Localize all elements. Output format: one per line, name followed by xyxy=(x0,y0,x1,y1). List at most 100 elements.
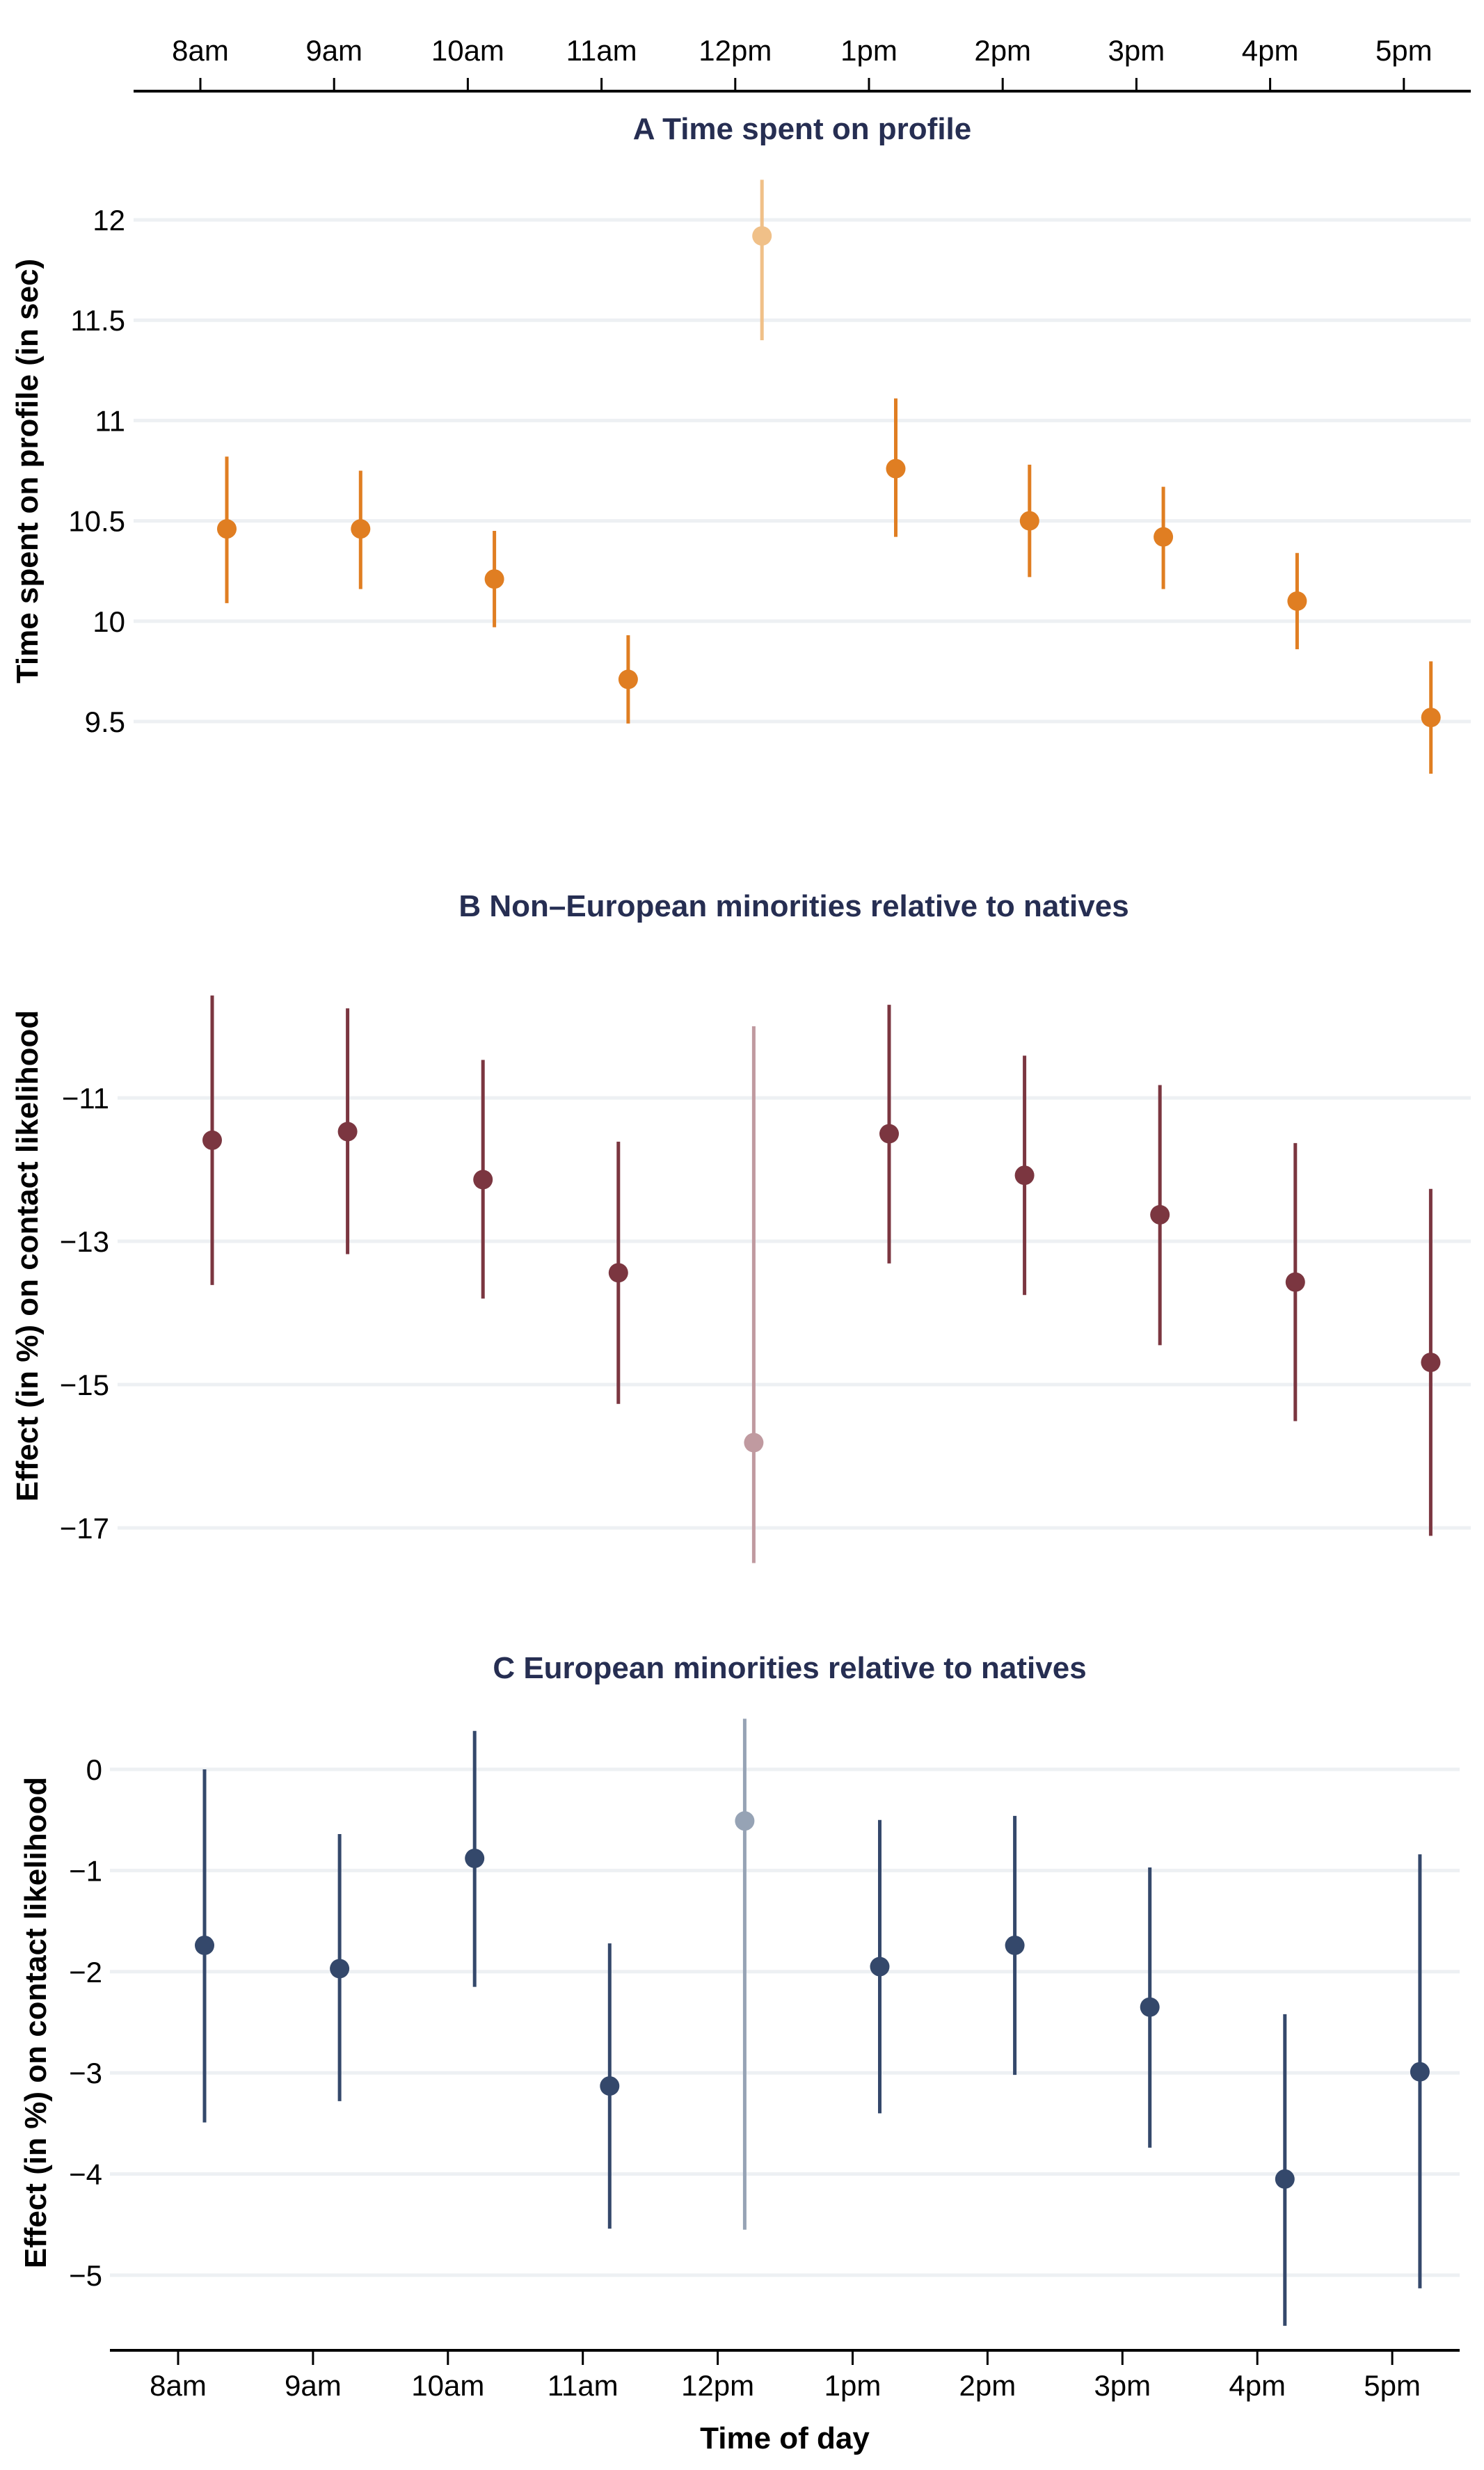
panel-a-point-range-5pm xyxy=(1421,661,1441,774)
top-axis-tick-label: 4pm xyxy=(1242,34,1299,67)
panel-b-y-tick-labels: −17 −15 −13 −11 xyxy=(60,1082,109,1545)
panel-c-estimate-point xyxy=(465,1848,485,1868)
panel-c-point-range-3pm xyxy=(1140,1867,1160,2148)
panel-a-estimate-point xyxy=(886,459,906,479)
panel-c-estimate-point xyxy=(1275,2169,1295,2189)
panel-a-point-range-3pm xyxy=(1154,486,1174,589)
panel-c-estimate-point xyxy=(195,1935,214,1955)
bottom-axis-tick-label: 3pm xyxy=(1094,2369,1151,2402)
panel-b-estimate-point xyxy=(1285,1272,1305,1292)
panel-c-estimate-point xyxy=(600,2076,620,2096)
panel-b-point-range-11am xyxy=(608,1141,628,1404)
panel-c-y-tick-label: −3 xyxy=(69,2057,102,2089)
panel-b-estimate-point xyxy=(1421,1353,1441,1373)
panel-c-gridlines xyxy=(110,1767,1460,2277)
panel-c-y-tick-label: 0 xyxy=(86,1753,102,1786)
panel-a-y-tick-label: 12 xyxy=(93,204,125,237)
top-axis-tick-label: 5pm xyxy=(1375,34,1433,67)
panel-b-estimate-point xyxy=(473,1170,493,1190)
panel-c-y-tick-label: −4 xyxy=(69,2158,102,2191)
panel-c-point-range-5pm xyxy=(1410,1854,1430,2288)
panel-b-point-ranges xyxy=(202,995,1441,1563)
panel-b-estimate-point xyxy=(608,1263,628,1283)
panel-b-estimate-point xyxy=(1014,1165,1035,1186)
bottom-axis-tick-label: 8am xyxy=(150,2369,207,2402)
panel-c-european: C European minorities relative to native… xyxy=(19,1651,1460,2326)
panel-a-estimate-point xyxy=(484,569,504,589)
panel-b-estimate-point xyxy=(337,1122,358,1142)
panel-b-point-range-2pm xyxy=(1014,1055,1035,1296)
bottom-axis-tick-label: 11am xyxy=(548,2369,619,2402)
panel-c-y-tick-label: −1 xyxy=(69,1854,102,1887)
panel-c-estimate-point xyxy=(1410,2062,1430,2082)
panel-b-point-range-12pm xyxy=(744,1026,764,1563)
panel-c-point-ranges xyxy=(195,1719,1430,2326)
panel-a-estimate-point xyxy=(752,226,772,246)
panel-a-estimate-point xyxy=(217,519,237,539)
top-axis-tick-label: 11am xyxy=(566,34,637,67)
top-axis-tick-label: 12pm xyxy=(699,34,772,67)
panel-b-y-tick-label: −13 xyxy=(60,1225,109,1258)
panel-a-y-tick-label: 9.5 xyxy=(85,706,125,738)
bottom-axis-ticks: 8am 9am 10am 11am 12pm 1pm 2pm 3pm 4pm 5pm xyxy=(150,2350,1421,2402)
panel-a-y-tick-label: 10.5 xyxy=(68,505,125,538)
panel-c-estimate-point xyxy=(735,1811,755,1831)
panel-b-point-range-9am xyxy=(337,1008,358,1254)
bottom-axis-tick-label: 5pm xyxy=(1364,2369,1421,2402)
panel-c-point-range-9am xyxy=(330,1834,350,2101)
panel-c-estimate-point xyxy=(1140,1997,1160,2017)
bottom-axis-tick-label: 10am xyxy=(411,2369,484,2402)
panel-c-point-range-11am xyxy=(600,1943,620,2229)
panel-c-title: C European minorities relative to native… xyxy=(493,1651,1086,1685)
top-axis-tick-label: 9am xyxy=(305,34,362,67)
panel-a-point-range-9am xyxy=(351,470,371,589)
panel-a-y-tick-label: 10 xyxy=(93,605,125,638)
panel-c-estimate-point xyxy=(330,1959,350,1979)
panel-b-y-tick-label: −11 xyxy=(62,1082,109,1115)
panel-c-y-tick-labels: −5 −4 −3 −2 −1 0 xyxy=(69,1753,102,2292)
panel-b-gridlines xyxy=(118,1096,1471,1530)
bottom-axis-tick-label: 1pm xyxy=(824,2369,881,2402)
panel-c-y-axis-title: Effect (in %) on contact likelihood xyxy=(19,1777,53,2268)
panel-a-y-tick-labels: 9.5 10 10.5 11 11.5 12 xyxy=(68,204,125,738)
panel-b-point-range-10am xyxy=(473,1060,493,1299)
panel-a-estimate-point xyxy=(351,519,371,539)
panel-c-point-range-1pm xyxy=(870,1819,890,2114)
panel-c-point-range-2pm xyxy=(1005,1815,1025,2075)
panel-c-point-range-4pm xyxy=(1275,2014,1295,2326)
panel-c-y-tick-label: −2 xyxy=(69,1956,102,1989)
panel-b-point-range-4pm xyxy=(1285,1142,1305,1421)
top-axis-tick-label: 3pm xyxy=(1108,34,1165,67)
panel-c-estimate-point xyxy=(870,1957,890,1977)
panel-a-point-range-10am xyxy=(484,531,504,628)
panel-a-y-tick-label: 11.5 xyxy=(70,304,125,337)
panel-b-title: B Non–European minorities relative to na… xyxy=(458,889,1128,923)
panel-a-point-range-12pm xyxy=(752,180,772,341)
panel-b-estimate-point xyxy=(1150,1204,1170,1225)
panel-c-point-range-10am xyxy=(465,1730,485,1987)
bottom-x-axis: 8am 9am 10am 11am 12pm 1pm 2pm 3pm 4pm 5pm Time o… xyxy=(110,2349,1460,2455)
panel-b-point-range-1pm xyxy=(879,1005,899,1264)
panel-c-point-range-12pm xyxy=(735,1719,755,2230)
panel-a-point-range-1pm xyxy=(886,398,906,537)
bottom-axis-tick-label: 12pm xyxy=(681,2369,754,2402)
panel-a-estimate-point xyxy=(1421,708,1441,728)
panel-a-title: A Time spent on profile xyxy=(633,112,972,146)
top-axis-ticks: 8am 9am 10am 11am 12pm 1pm 2pm 3pm 4pm 5pm xyxy=(172,34,1433,91)
panel-b-estimate-point xyxy=(202,1130,222,1150)
panel-b-y-tick-label: −17 xyxy=(60,1512,109,1545)
panel-a-point-range-11am xyxy=(618,635,638,724)
panel-b-point-range-8am xyxy=(202,995,222,1285)
panel-b-non-european: B Non–European minorities relative to na… xyxy=(10,889,1471,1563)
panel-b-estimate-point xyxy=(879,1124,899,1144)
panel-a-y-axis-title: Time spent on profile (in sec) xyxy=(10,259,45,683)
panel-b-y-tick-label: −15 xyxy=(60,1369,109,1401)
bottom-axis-tick-label: 4pm xyxy=(1229,2369,1286,2402)
panel-a-y-tick-label: 11 xyxy=(95,404,125,437)
panel-a-gridlines xyxy=(134,218,1471,724)
top-axis-tick-label: 1pm xyxy=(840,34,897,67)
panel-a-point-range-4pm xyxy=(1287,552,1307,650)
panel-b-estimate-point xyxy=(744,1433,764,1453)
panel-a-estimate-point xyxy=(618,669,638,690)
